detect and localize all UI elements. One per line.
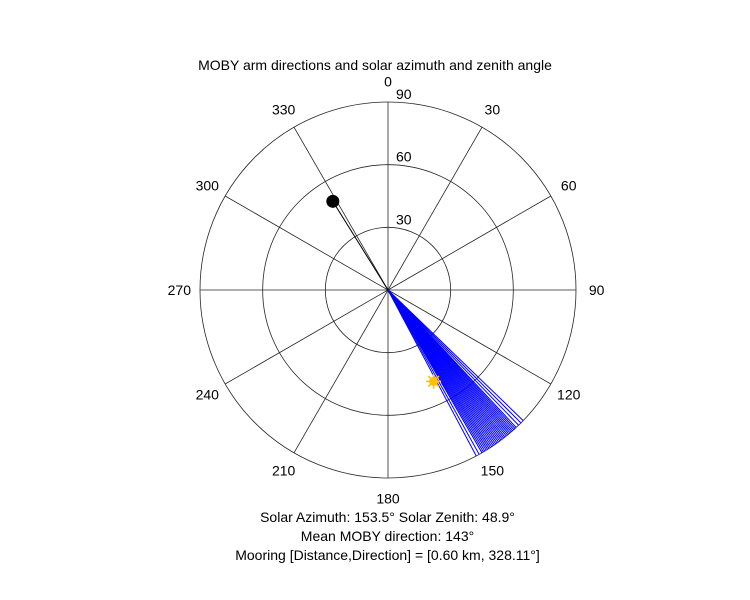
arm-direction-line (387, 289, 480, 455)
ring-30 (324, 226, 452, 354)
spoke-300 (224, 195, 389, 291)
mooring-caption: Mooring [Distance,Direction] = [0.60 km,… (235, 547, 540, 563)
polar-marks (326, 194, 524, 457)
theta-label-60: 60 (561, 178, 577, 194)
polar-labels: 0 30 60 90 120 150 180 210 240 270 300 330 30 60 90 (168, 73, 605, 506)
theta-label-150: 150 (481, 463, 505, 479)
spoke-60 (387, 195, 552, 291)
sun-marker (426, 373, 442, 389)
theta-label-90: 90 (589, 282, 605, 298)
spoke-330 (293, 126, 389, 291)
mooring-line (332, 201, 389, 291)
solar-info-caption: Solar Azimuth: 153.5° Solar Zenith: 48.9… (260, 509, 515, 525)
mean-direction-caption: Mean MOBY direction: 143° (300, 528, 475, 544)
theta-label-240: 240 (196, 386, 220, 402)
arm-direction-line (387, 289, 477, 457)
polar-grid (199, 101, 577, 479)
ring-90 (199, 101, 577, 479)
r-label-90: 90 (396, 86, 412, 102)
arm-direction-line (387, 289, 483, 454)
theta-label-330: 330 (272, 101, 296, 117)
theta-label-180: 180 (376, 491, 400, 507)
sun-disc (429, 376, 439, 386)
chart-title: MOBY arm directions and solar azimuth an… (198, 57, 552, 73)
theta-label-300: 300 (196, 178, 220, 194)
theta-label-210: 210 (272, 463, 296, 479)
spoke-210 (293, 289, 389, 454)
spoke-30 (387, 126, 483, 291)
ring-60 (262, 164, 514, 416)
spoke-240 (224, 289, 389, 385)
theta-label-30: 30 (485, 101, 501, 117)
arm-direction-line (387, 289, 519, 426)
arm-direction-line (387, 289, 522, 424)
theta-label-0: 0 (384, 73, 392, 89)
theta-label-120: 120 (557, 386, 581, 402)
r-label-60: 60 (396, 149, 412, 165)
r-label-30: 30 (396, 211, 412, 227)
arm-direction-line (387, 289, 524, 421)
theta-label-270: 270 (168, 282, 192, 298)
mooring-marker (326, 194, 340, 208)
spoke-120 (387, 289, 552, 385)
